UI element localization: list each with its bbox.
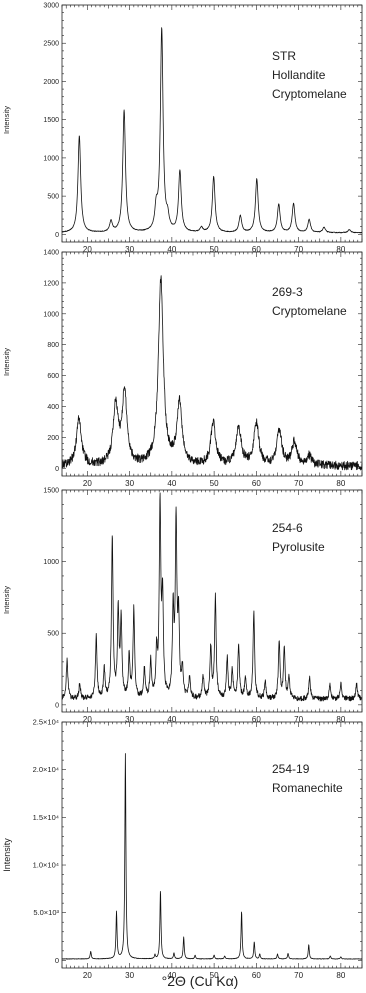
x-tick-label: 70 [294,971,303,980]
sample-label: Cryptomelane [272,304,347,318]
y-tick-label: 500 [47,631,59,638]
y-tick-label: 1400 [43,250,59,257]
xrd-panel-4: 20 30 40 50 60 70 80 0 5.0×10³ 1.0×10⁴ 1.5×10⁴ 2.0×… [33,718,363,980]
y-axis-label-panel-3: Intensity [2,586,11,614]
x-tick-label: 50 [210,479,219,488]
x-tick-label: 20 [83,479,92,488]
x-tick-label: 80 [336,971,345,980]
y-tick-label: 5.0×10³ [33,908,59,917]
y-tick-label: 2.5×10⁴ [33,718,59,727]
xrd-panel-1: 20 30 40 50 60 70 80 0 500 1000 1500 2000 2500 3000 ST… [43,3,363,254]
y-tick-label: 0 [55,466,59,473]
x-tick-label: 20 [83,971,92,980]
sample-label: Hollandite [272,68,326,82]
sample-label: Romanechite [272,781,343,795]
x-tick-label: 50 [210,245,219,254]
diffraction-trace [61,275,363,471]
x-tick-label: 30 [125,245,134,254]
y-axis-label-panel-1: Intensity [2,106,11,134]
sample-label: 254-6 [272,521,303,535]
diffraction-trace [61,27,363,234]
y-tick-label: 1200 [43,280,59,287]
sample-label: 254-19 [272,762,310,776]
y-tick-label: 400 [47,404,59,411]
y-tick-label: 1.0×10⁴ [33,861,59,870]
x-tick-label: 40 [167,245,176,254]
x-tick-label: 20 [83,245,92,254]
xrd-panels: 20 30 40 50 60 70 80050010001500200025003000ST… [33,3,363,980]
x-tick-label: 30 [125,479,134,488]
y-tick-label: 3000 [43,3,59,10]
y-tick-label: 1000 [43,155,59,162]
xrd-panel-3: 20 30 40 50 60 70 80 0 500 1000 1500 254-6 Pyrolusit… [43,488,363,724]
x-tick-label: 40 [167,715,176,724]
y-tick-label: 1500 [43,117,59,124]
xrd-panel-2: 20 30 40 50 60 70 8002004006008001000120014002… [43,250,363,488]
y-tick-label: 600 [47,373,59,380]
x-tick-label: 40 [167,971,176,980]
x-tick-label: 70 [294,479,303,488]
x-tick-label: 50 [210,971,219,980]
y-tick-label: 0 [55,956,59,965]
x-tick-label: 30 [125,715,134,724]
y-axis-label-panel-4: Intensity [2,838,12,872]
x-tick-label: 60 [252,479,261,488]
y-axis-label-panel-2: Intensity [2,348,11,376]
sample-label: Cryptomelane [272,87,347,101]
y-tick-label: 1000 [43,559,59,566]
sample-label: 269-3 [272,285,303,299]
diffraction-trace [61,753,363,960]
x-tick-label: 70 [294,245,303,254]
x-tick-label: 70 [294,715,303,724]
x-tick-label: 80 [336,715,345,724]
sample-label: Pyrolusite [272,540,325,554]
x-axis-label: °2Θ (Cu Kα) [162,973,239,989]
y-tick-label: 500 [47,194,59,201]
y-tick-label: 200 [47,435,59,442]
y-tick-label: 2.0×10⁴ [33,765,59,774]
plot-frame [61,721,363,969]
y-tick-label: 0 [55,702,59,709]
plot-frame [61,4,363,243]
y-tick-label: 0 [55,232,59,239]
y-tick-label: 800 [47,342,59,349]
y-tick-label: 2000 [43,79,59,86]
diffraction-trace [61,492,363,702]
x-tick-label: 60 [252,971,261,980]
plot-frame [61,251,363,477]
sample-label: STR [272,49,296,63]
y-tick-label: 1500 [43,488,59,495]
x-tick-label: 60 [252,245,261,254]
plot-frame [61,489,363,713]
y-tick-label: 2500 [43,41,59,48]
y-tick-label: 1000 [43,311,59,318]
x-tick-label: 80 [336,479,345,488]
y-tick-label: 1.5×10⁴ [33,813,59,822]
x-tick-label: 40 [167,479,176,488]
x-tick-label: 30 [125,971,134,980]
x-tick-label: 80 [336,245,345,254]
x-tick-label: 50 [210,715,219,724]
x-tick-label: 60 [252,715,261,724]
x-tick-label: 20 [83,715,92,724]
